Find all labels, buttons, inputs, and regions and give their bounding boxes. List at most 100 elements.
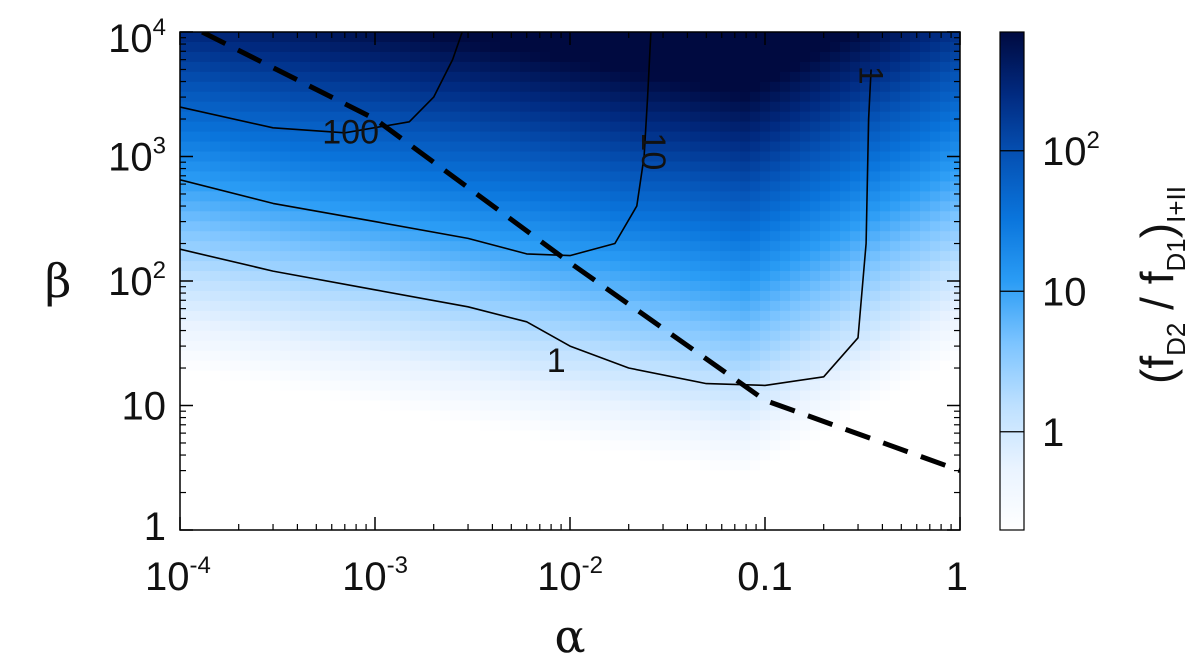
heatmap-cell bbox=[190, 420, 201, 431]
heatmap-cell bbox=[770, 131, 781, 143]
heatmap-cell bbox=[210, 380, 221, 392]
heatmap-cell bbox=[360, 281, 371, 292]
heatmap-cell bbox=[850, 460, 861, 471]
heatmap-cell bbox=[680, 151, 691, 163]
heatmap-cell bbox=[300, 171, 311, 182]
heatmap-cell bbox=[830, 241, 841, 252]
heatmap-cell bbox=[300, 261, 311, 272]
heatmap-cell bbox=[550, 320, 561, 332]
heatmap-cell bbox=[230, 171, 241, 182]
heatmap-cell bbox=[530, 390, 541, 402]
heatmap-cell bbox=[690, 241, 701, 252]
heatmap-cell bbox=[570, 410, 581, 422]
heatmap-cell bbox=[710, 151, 721, 163]
heatmap-cell bbox=[440, 81, 451, 93]
heatmap-cell bbox=[660, 32, 671, 43]
heatmap-cell bbox=[780, 350, 791, 362]
heatmap-cell bbox=[770, 330, 781, 342]
heatmap-cell bbox=[440, 231, 451, 242]
heatmap-cell bbox=[560, 490, 571, 501]
heatmap-cell bbox=[460, 510, 471, 521]
heatmap-cell bbox=[440, 261, 451, 272]
heatmap-cell bbox=[700, 470, 711, 481]
heatmap-cell bbox=[430, 131, 441, 143]
heatmap-cell bbox=[780, 510, 791, 521]
heatmap-cell bbox=[580, 131, 591, 143]
heatmap-cell bbox=[890, 71, 901, 83]
heatmap-cell bbox=[410, 241, 421, 252]
heatmap-cell bbox=[760, 330, 771, 342]
heatmap-cell bbox=[720, 271, 731, 282]
heatmap-cell bbox=[190, 281, 201, 292]
heatmap-cell bbox=[280, 51, 291, 63]
heatmap-cell bbox=[490, 211, 501, 222]
heatmap-cell bbox=[240, 290, 251, 302]
heatmap-cell bbox=[860, 320, 871, 332]
heatmap-cell bbox=[940, 350, 951, 362]
heatmap-cell bbox=[860, 91, 871, 103]
heatmap-cell bbox=[680, 41, 691, 53]
heatmap-cell bbox=[440, 360, 451, 372]
heatmap-cell bbox=[870, 121, 881, 133]
heatmap-cell bbox=[440, 390, 451, 402]
heatmap-cell bbox=[700, 261, 711, 272]
heatmap-cell bbox=[440, 32, 451, 43]
heatmap-cell bbox=[320, 510, 331, 521]
heatmap-cell bbox=[860, 151, 871, 163]
heatmap-cell bbox=[880, 91, 891, 103]
heatmap-cell bbox=[740, 480, 751, 491]
heatmap-cell bbox=[640, 390, 651, 402]
heatmap-cell bbox=[440, 490, 451, 501]
heatmap-cell bbox=[350, 350, 361, 362]
heatmap-cell bbox=[520, 470, 531, 481]
heatmap-cell bbox=[360, 191, 371, 202]
heatmap-cell bbox=[280, 101, 291, 113]
heatmap-cell bbox=[680, 271, 691, 282]
heatmap-cell bbox=[810, 350, 821, 362]
heatmap-cell bbox=[640, 261, 651, 272]
heatmap-cell bbox=[330, 400, 341, 412]
heatmap-cell bbox=[420, 410, 431, 422]
heatmap-cell bbox=[230, 430, 241, 441]
heatmap-cell bbox=[670, 231, 681, 242]
heatmap-cell bbox=[210, 340, 221, 352]
heatmap-cell bbox=[530, 201, 541, 212]
heatmap-cell bbox=[290, 81, 301, 93]
heatmap-cell bbox=[900, 201, 911, 212]
heatmap-cell bbox=[500, 490, 511, 501]
heatmap-cell bbox=[660, 430, 671, 441]
heatmap-cell bbox=[860, 61, 871, 73]
heatmap-cell bbox=[200, 380, 211, 392]
heatmap-cell bbox=[500, 340, 511, 352]
heatmap-cell bbox=[600, 430, 611, 441]
heatmap-cell bbox=[920, 470, 931, 481]
heatmap-cell bbox=[300, 380, 311, 392]
heatmap-cell bbox=[440, 450, 451, 461]
heatmap-cell bbox=[900, 430, 911, 441]
heatmap-cell bbox=[690, 71, 701, 83]
heatmap-cell bbox=[320, 161, 331, 173]
heatmap-cell bbox=[820, 201, 831, 212]
heatmap-cell bbox=[940, 310, 951, 322]
heatmap-cell bbox=[850, 271, 861, 282]
heatmap-cell bbox=[390, 111, 401, 123]
heatmap-cell bbox=[600, 41, 611, 53]
heatmap-cell bbox=[880, 201, 891, 212]
heatmap-cell bbox=[510, 500, 521, 511]
heatmap-cell bbox=[480, 500, 491, 511]
heatmap-cell bbox=[310, 300, 321, 312]
heatmap-cell bbox=[210, 450, 221, 461]
heatmap-cell bbox=[340, 490, 351, 501]
heatmap-cell bbox=[550, 271, 561, 282]
heatmap-cell bbox=[950, 490, 960, 501]
heatmap-cell bbox=[860, 111, 871, 123]
heatmap-cell bbox=[570, 41, 581, 53]
heatmap-cell bbox=[930, 340, 941, 352]
heatmap-cell bbox=[560, 101, 571, 113]
heatmap-cell bbox=[560, 380, 571, 392]
heatmap-cell bbox=[380, 32, 391, 43]
heatmap-cell bbox=[820, 440, 831, 451]
heatmap-cell bbox=[660, 51, 671, 63]
heatmap-cell bbox=[820, 290, 831, 302]
heatmap-cell bbox=[680, 231, 691, 242]
